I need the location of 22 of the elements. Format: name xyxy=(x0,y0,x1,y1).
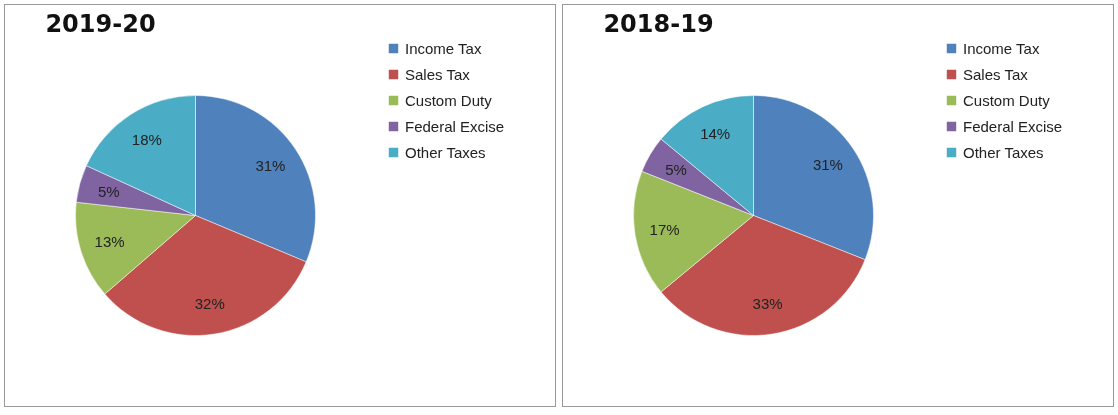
legend-label: Income Tax xyxy=(963,39,1040,57)
legend-label: Custom Duty xyxy=(963,91,1051,109)
legend-label: Sales Tax xyxy=(405,65,471,83)
legend-label: Federal Excise xyxy=(963,117,1063,135)
data-label: 32% xyxy=(194,295,225,313)
chart-title: 2018-19 xyxy=(603,10,714,38)
data-label: 31% xyxy=(255,156,286,174)
legend-label: Federal Excise xyxy=(405,117,505,135)
data-label: 5% xyxy=(97,182,120,200)
data-label: 33% xyxy=(752,295,783,313)
legend-label: Other Taxes xyxy=(963,143,1044,161)
chart-title: 2019-20 xyxy=(45,10,156,38)
data-label: 17% xyxy=(649,220,680,238)
legend-label: Custom Duty xyxy=(405,91,493,109)
data-label: 13% xyxy=(94,233,125,251)
data-label: 18% xyxy=(131,130,162,148)
data-label: 5% xyxy=(665,160,687,178)
legend-label: Sales Tax xyxy=(963,65,1029,83)
legend-label: Income Tax xyxy=(405,39,482,57)
legend-label: Other Taxes xyxy=(405,143,486,161)
data-label: 14% xyxy=(700,125,731,143)
data-label: 31% xyxy=(812,155,843,173)
